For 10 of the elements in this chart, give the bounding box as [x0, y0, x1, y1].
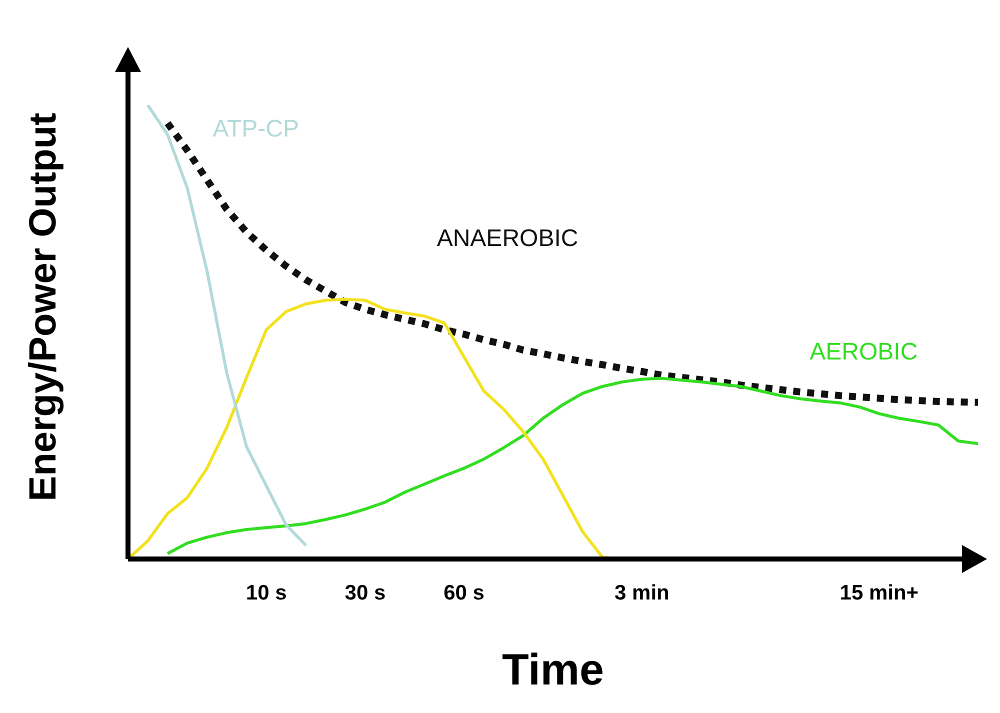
y-axis-title: Energy/Power Output [22, 112, 64, 502]
x-tick-label: 3 min [614, 581, 670, 604]
series-label: AEROBIC [810, 338, 918, 366]
x-tick-label: 10 s [246, 581, 287, 604]
x-tick-label: 15 min+ [840, 581, 919, 604]
x-tick-label: 60 s [444, 581, 484, 604]
series-label: ATP-CP [212, 116, 299, 143]
x-tick-label: 30 s [344, 581, 386, 604]
text: ANAEROBIC [436, 225, 578, 252]
x-axis-title: Time [502, 646, 604, 695]
